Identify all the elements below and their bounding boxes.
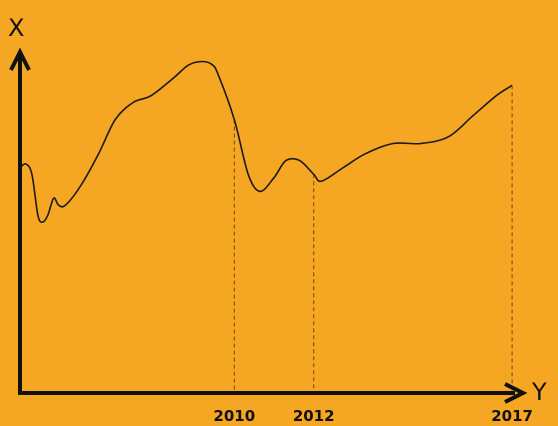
x-tick-label: 2017: [491, 407, 533, 425]
series-line: [19, 60, 513, 223]
y-axis-arrow: [9, 47, 31, 71]
guide-lines: [233, 85, 513, 391]
x-tick-labels: 2010 2012 2017: [213, 407, 533, 425]
x-tick-label: 2010: [213, 407, 255, 425]
x-axis-label: Y: [531, 378, 547, 406]
x-axis-arrow: [504, 382, 528, 404]
axes: [9, 47, 528, 404]
y-axis-label: X: [8, 14, 24, 42]
x-tick-label: 2012: [293, 407, 335, 425]
